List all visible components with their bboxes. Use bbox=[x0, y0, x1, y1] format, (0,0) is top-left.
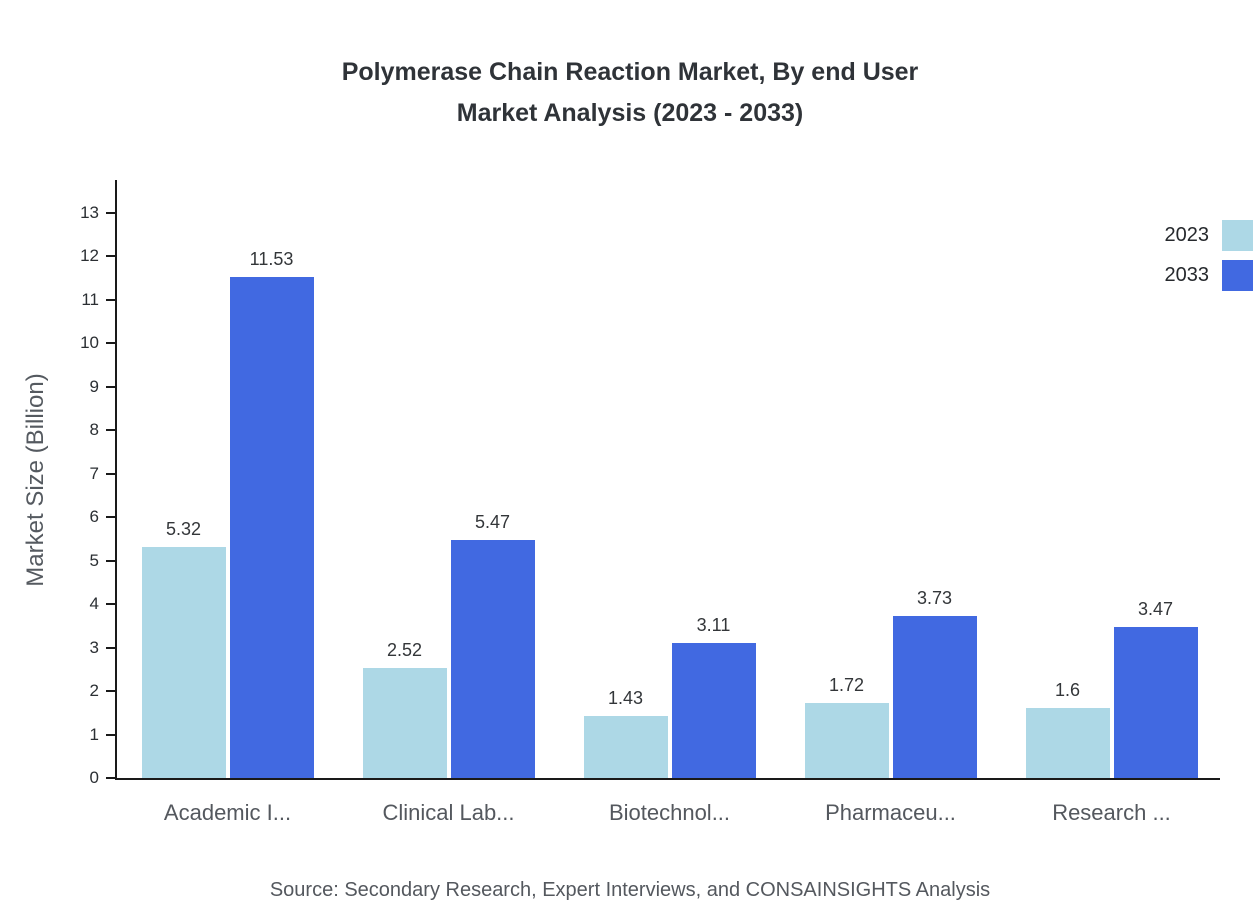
y-tick-mark bbox=[106, 516, 115, 519]
y-tick-label: 3 bbox=[89, 637, 99, 657]
y-tick-mark bbox=[106, 342, 115, 345]
chart-title-line1: Polymerase Chain Reaction Market, By end… bbox=[341, 58, 919, 86]
x-category-label: Research ... bbox=[1052, 800, 1171, 825]
legend-swatch-icon bbox=[1222, 260, 1253, 291]
y-tick-mark bbox=[106, 298, 115, 301]
bar-2033 bbox=[1113, 627, 1198, 778]
bar-value-label: 11.53 bbox=[249, 248, 294, 269]
bar-value-label: 2.52 bbox=[386, 640, 423, 661]
chart-title-line2: Market Analysis (2023 - 2033) bbox=[456, 99, 804, 127]
y-tick-label: 10 bbox=[80, 333, 99, 353]
legend: 2023 2033 bbox=[1164, 220, 1253, 291]
bar-2033 bbox=[229, 276, 314, 778]
y-tick-label: 9 bbox=[89, 376, 99, 396]
y-tick-label: 7 bbox=[89, 463, 99, 483]
y-tick-label: 11 bbox=[81, 289, 99, 309]
y-tick-mark bbox=[106, 777, 115, 779]
bar-2023 bbox=[141, 546, 226, 778]
y-tick-mark bbox=[106, 733, 115, 736]
y-tick-label: 2 bbox=[89, 681, 99, 701]
bar-2033 bbox=[671, 642, 756, 778]
bar-value-label: 3.47 bbox=[1137, 599, 1174, 620]
x-category-label: Clinical Lab... bbox=[382, 800, 515, 825]
plot-area: 0 1 2 3 4 5 6 7 8 9 10 11 12 13 Academic I... 5.32 11.53… bbox=[80, 180, 1220, 825]
source-note: Source: Secondary Research, Expert Inter… bbox=[269, 879, 991, 901]
y-tick-label: 12 bbox=[80, 246, 99, 266]
y-tick-label: 4 bbox=[89, 594, 99, 614]
y-tick-label: 13 bbox=[80, 202, 99, 222]
bar-2023 bbox=[1025, 708, 1110, 778]
x-category-label: Pharmaceu... bbox=[825, 800, 956, 825]
legend-label: 2033 bbox=[1164, 264, 1210, 286]
bar-value-label: 5.32 bbox=[165, 518, 202, 539]
y-tick-label: 1 bbox=[89, 724, 99, 744]
y-tick-label: 8 bbox=[89, 420, 99, 440]
bar-value-label: 1.43 bbox=[607, 687, 644, 708]
y-tick-label: 5 bbox=[89, 550, 99, 570]
y-tick-mark bbox=[106, 559, 115, 562]
y-tick-mark bbox=[106, 211, 115, 214]
y-axis-title: Market Size (Billion) bbox=[22, 373, 49, 587]
chart-title: Polymerase Chain Reaction Market, By end… bbox=[0, 52, 1260, 134]
bar-value-label: 3.11 bbox=[696, 614, 731, 635]
legend-item-2033: 2033 bbox=[1164, 260, 1253, 291]
bar-2033 bbox=[450, 540, 535, 778]
y-tick-mark bbox=[106, 429, 115, 432]
x-category-label: Academic I... bbox=[163, 800, 292, 825]
bar-2023 bbox=[583, 715, 668, 778]
bar-2023 bbox=[362, 668, 447, 778]
bar-value-label: 3.73 bbox=[916, 587, 953, 608]
legend-swatch-icon bbox=[1222, 220, 1253, 251]
bar-2023 bbox=[804, 703, 889, 778]
y-tick-mark bbox=[106, 690, 115, 693]
y-tick-label: 6 bbox=[89, 507, 99, 527]
y-tick-mark bbox=[106, 385, 115, 388]
y-tick-mark bbox=[106, 472, 115, 475]
y-tick-mark bbox=[106, 603, 115, 606]
x-category-label: Biotechnol... bbox=[608, 800, 731, 825]
bar-value-label: 1.6 bbox=[1054, 680, 1081, 701]
legend-label: 2023 bbox=[1164, 224, 1210, 246]
bar-2033 bbox=[892, 615, 977, 778]
y-tick-mark bbox=[106, 255, 115, 258]
y-tick-mark bbox=[106, 646, 115, 649]
legend-item-2023: 2023 bbox=[1164, 220, 1253, 251]
bar-value-label: 5.47 bbox=[474, 512, 511, 533]
y-tick-label: 0 bbox=[89, 768, 99, 787]
bar-value-label: 1.72 bbox=[828, 675, 865, 696]
